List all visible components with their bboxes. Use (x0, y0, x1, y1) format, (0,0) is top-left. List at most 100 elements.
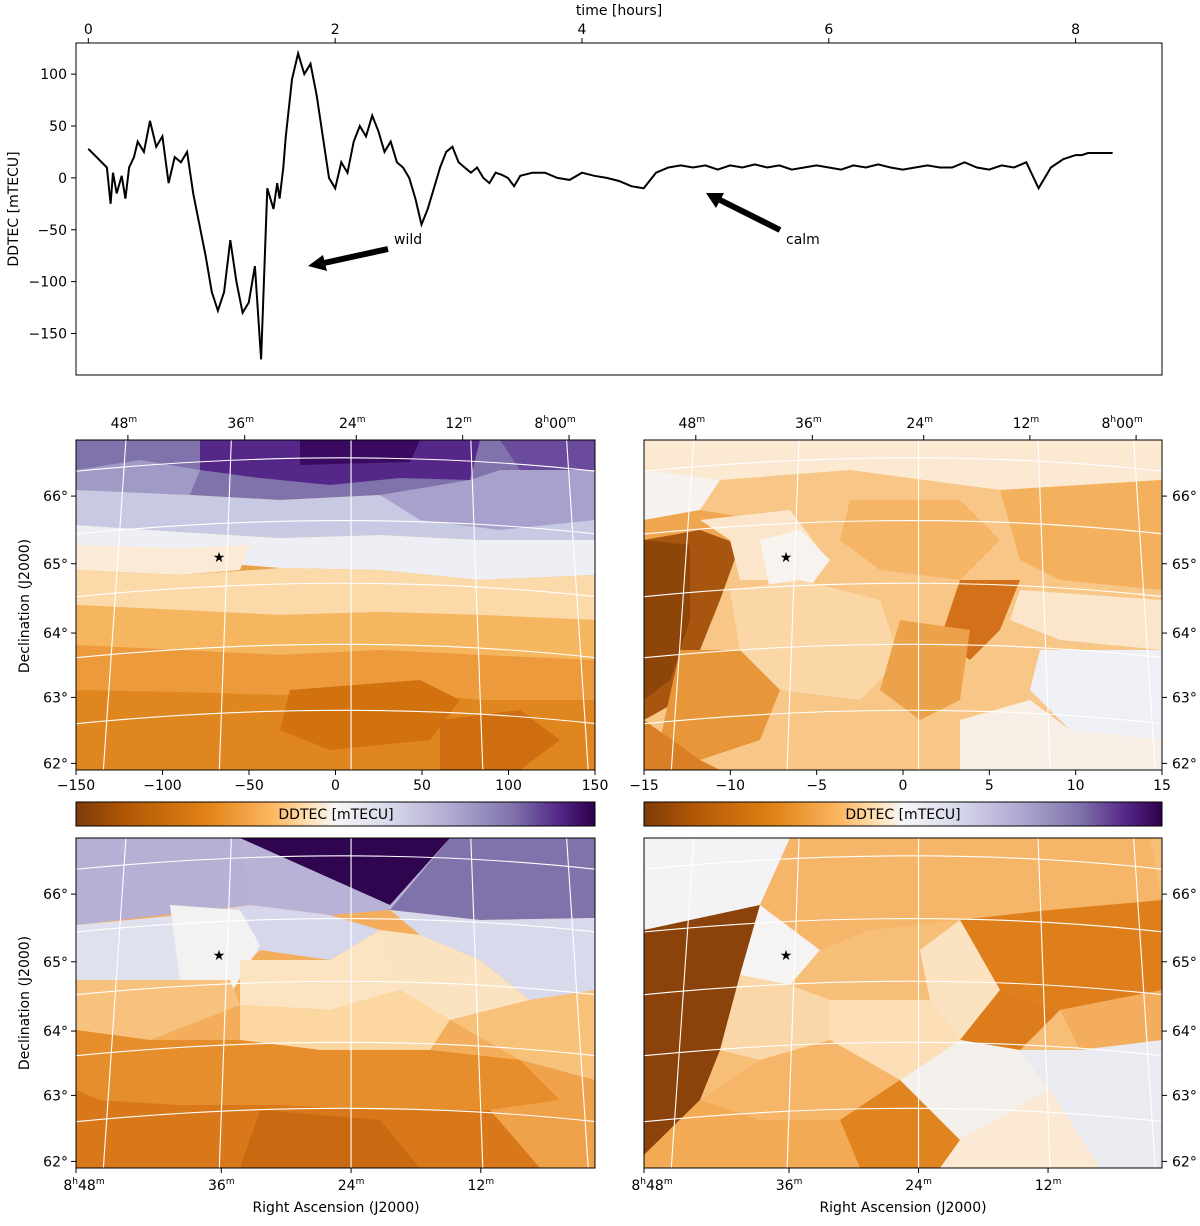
map-c-frame (75, 837, 596, 1169)
cell (76, 545, 250, 575)
cell (840, 500, 1000, 580)
cell (900, 1040, 1050, 1140)
colorbar-calm: DDTEC [mTECU] −15 −10 −5 0 5 10 15 (629, 770, 1171, 827)
dec-gridline (76, 918, 595, 933)
ra-gridline (470, 838, 484, 1168)
ra-tick-label: 24m (906, 415, 933, 432)
ra-gridline (1133, 838, 1156, 1168)
cell (830, 1000, 960, 1080)
y-tick-label: −150 (29, 327, 67, 343)
cell (390, 838, 595, 920)
ra-gridline (670, 838, 695, 1168)
colorbar-wild-label: DDTEC [mTECU] (278, 807, 393, 823)
dec-gridline (76, 1041, 595, 1057)
colorbar-tick-label: 15 (1153, 778, 1171, 794)
colorbar-calm-label: DDTEC [mTECU] (845, 807, 960, 823)
cell (1030, 650, 1162, 740)
star-marker: ★ (213, 550, 226, 566)
wild-arrow-shaft (323, 246, 389, 266)
timeseries-ticks: 0 2 4 6 8 100 50 0 −50 −100 −150 (29, 22, 1081, 343)
colorbar-tick-label: −100 (143, 778, 181, 794)
dec-tick-label: 63° (43, 690, 68, 706)
ra-gridline (470, 440, 484, 770)
ra-tick-label: 12m (1013, 415, 1040, 432)
dec-gridline (76, 582, 595, 598)
x-tick-label: 2 (331, 22, 340, 38)
colorbar-wild-bar (75, 801, 596, 827)
cell (240, 930, 400, 1010)
ra-tick-label: 12m (1035, 1177, 1062, 1194)
map-panel-calm-coarse: ★ 62° 63° 64° 65° 66° 8h48m 36m 24m 12m Right As… (631, 837, 1197, 1216)
ra-gridline (1133, 440, 1156, 770)
cell (700, 1040, 900, 1120)
dec-tick-label: 62° (43, 1154, 68, 1170)
colorbar-calm-ticks: −15 −10 −5 0 5 10 15 (629, 770, 1171, 794)
ra-gridline (1037, 838, 1051, 1168)
dec-gridline (644, 855, 1162, 870)
colorbar-calm-bar (643, 801, 1163, 827)
ra-tick-label: 12m (468, 1177, 495, 1194)
dec-gridline (76, 1107, 595, 1123)
ra-tick-label: 24m (905, 1177, 932, 1194)
colorbar-wild-ticks: −150 −100 −50 0 50 100 150 (57, 770, 609, 794)
dec-gridline (644, 1041, 1162, 1057)
cell (440, 710, 560, 770)
map-c-grid (76, 838, 595, 1168)
ra-gridline (670, 440, 695, 770)
map-a-ylabel: Declination (J2000) (17, 539, 33, 673)
cell (170, 905, 260, 995)
cell (490, 1060, 595, 1168)
calm-arrow-shaft (718, 197, 782, 233)
cell (380, 930, 530, 1020)
cell (644, 905, 760, 1155)
dec-gridline (644, 709, 1162, 725)
dec-gridline (644, 643, 1162, 659)
map-c-ticks: 62° 63° 64° 65° 66° 8h48m 36m 24m 12m (43, 887, 494, 1194)
colorbar-tick-label: 5 (985, 778, 994, 794)
dec-gridline (644, 1107, 1162, 1123)
dec-gridline (644, 457, 1162, 472)
timeseries-ylabel: DDTEC [mTECU] (6, 151, 22, 266)
ra-tick-label: 8h48m (63, 1177, 104, 1194)
dec-tick-label: 63° (43, 1088, 68, 1104)
y-tick-label: 0 (58, 171, 67, 187)
cell (76, 645, 595, 700)
timeseries-xlabel: time [hours] (576, 3, 662, 19)
map-panel-calm-fine: ★ 48m 36m 24m 12m 8h00m 62° 63° 64° 65° 66° (643, 415, 1197, 772)
colorbar-tick-label: 150 (582, 778, 609, 794)
dec-tick-label: 62° (1172, 756, 1197, 772)
dec-tick-label: 64° (43, 1024, 68, 1040)
map-a-cells (76, 440, 595, 770)
map-c-cells (76, 838, 595, 1168)
calm-arrow-head (706, 193, 724, 208)
ra-tick-label: 8h48m (631, 1177, 672, 1194)
y-tick-label: 100 (40, 67, 67, 83)
colorbar-tick-label: −50 (234, 778, 264, 794)
dec-tick-label: 63° (1172, 690, 1197, 706)
dec-gridline (76, 855, 595, 870)
map-a-grid (76, 440, 595, 770)
colorbar-tick-label: −150 (57, 778, 95, 794)
cell (240, 990, 450, 1050)
y-tick-label: −50 (37, 223, 67, 239)
ra-tick-label: 36m (208, 1177, 235, 1194)
star-marker: ★ (780, 948, 793, 964)
map-c-xlabel: Right Ascension (J2000) (252, 1200, 419, 1216)
dec-gridline (644, 918, 1162, 933)
ra-tick-label: 36m (227, 415, 254, 432)
colorbar-tick-label: 10 (1067, 778, 1085, 794)
map-panel-wild-coarse: ★ 62° 63° 64° 65° 66° 8h48m 36m 24m 12m Right As… (17, 837, 596, 1216)
cell (730, 580, 900, 700)
ra-gridline (102, 440, 127, 770)
cell (960, 700, 1162, 770)
cell (644, 720, 720, 770)
ddtec-series-line (87, 49, 1113, 360)
ra-tick-label: 36m (795, 415, 822, 432)
cell (644, 440, 1162, 490)
ra-gridline (218, 440, 232, 770)
y-tick-label: −100 (29, 275, 67, 291)
dec-tick-label: 64° (43, 626, 68, 642)
cell (940, 1090, 1100, 1168)
cell (280, 680, 460, 750)
